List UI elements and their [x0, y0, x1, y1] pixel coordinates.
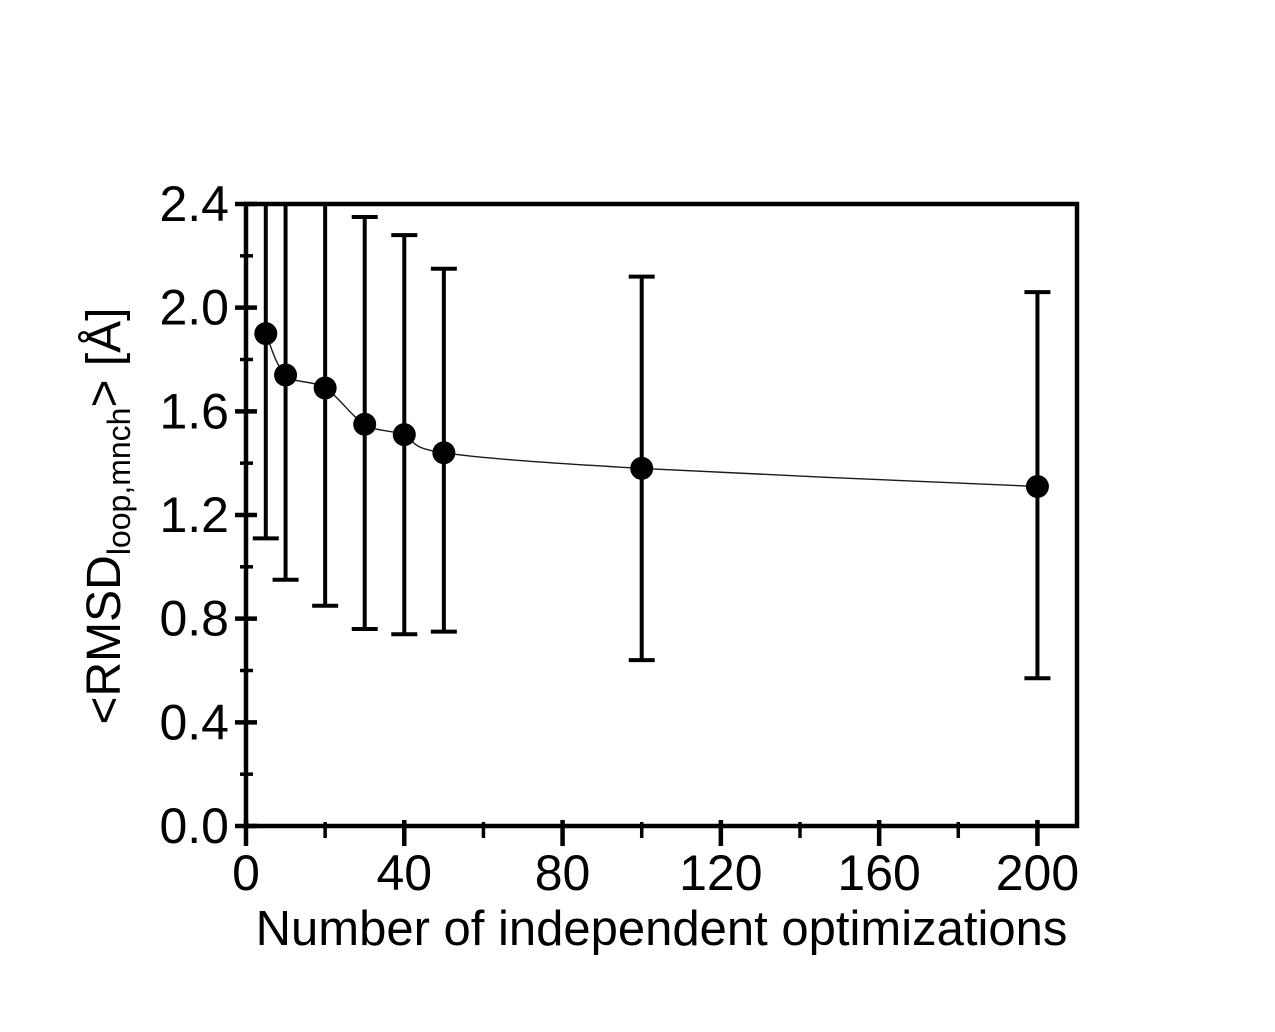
data-point [274, 363, 298, 387]
fit-curve [265, 333, 1038, 488]
y-axis-title-prefix: <RMSD [78, 555, 131, 725]
data-point [313, 376, 337, 400]
y-tick-label: 1.2 [159, 487, 229, 543]
data-point [392, 423, 416, 447]
y-tick-label: 0.4 [159, 694, 229, 750]
data-point [353, 412, 377, 436]
y-axis-title-subscript: loop,mnch [101, 407, 137, 556]
y-tick-label: 2.4 [159, 176, 229, 232]
plot-frame [243, 201, 1080, 829]
x-tick-label: 200 [996, 845, 1079, 901]
y-tick-label: 1.6 [159, 383, 229, 439]
data-point [254, 322, 278, 346]
y-tick-label: 0.0 [159, 798, 229, 854]
data-point [1025, 474, 1049, 498]
x-tick-label: 80 [535, 845, 591, 901]
y-axis-title: <RMSDloop,mnch> [Å] [75, 166, 137, 866]
x-tick-label: 160 [837, 845, 920, 901]
x-tick-label: 120 [679, 845, 762, 901]
y-tick-label: 0.8 [159, 591, 229, 647]
x-axis-title: Number of independent optimizations [255, 902, 1068, 956]
y-tick-label: 2.0 [159, 280, 229, 336]
data-point [432, 441, 456, 465]
data-point [630, 456, 654, 480]
x-tick-label: 40 [376, 845, 432, 901]
x-tick-label: 0 [232, 845, 260, 901]
y-axis-title-suffix: > [Å] [78, 307, 131, 408]
